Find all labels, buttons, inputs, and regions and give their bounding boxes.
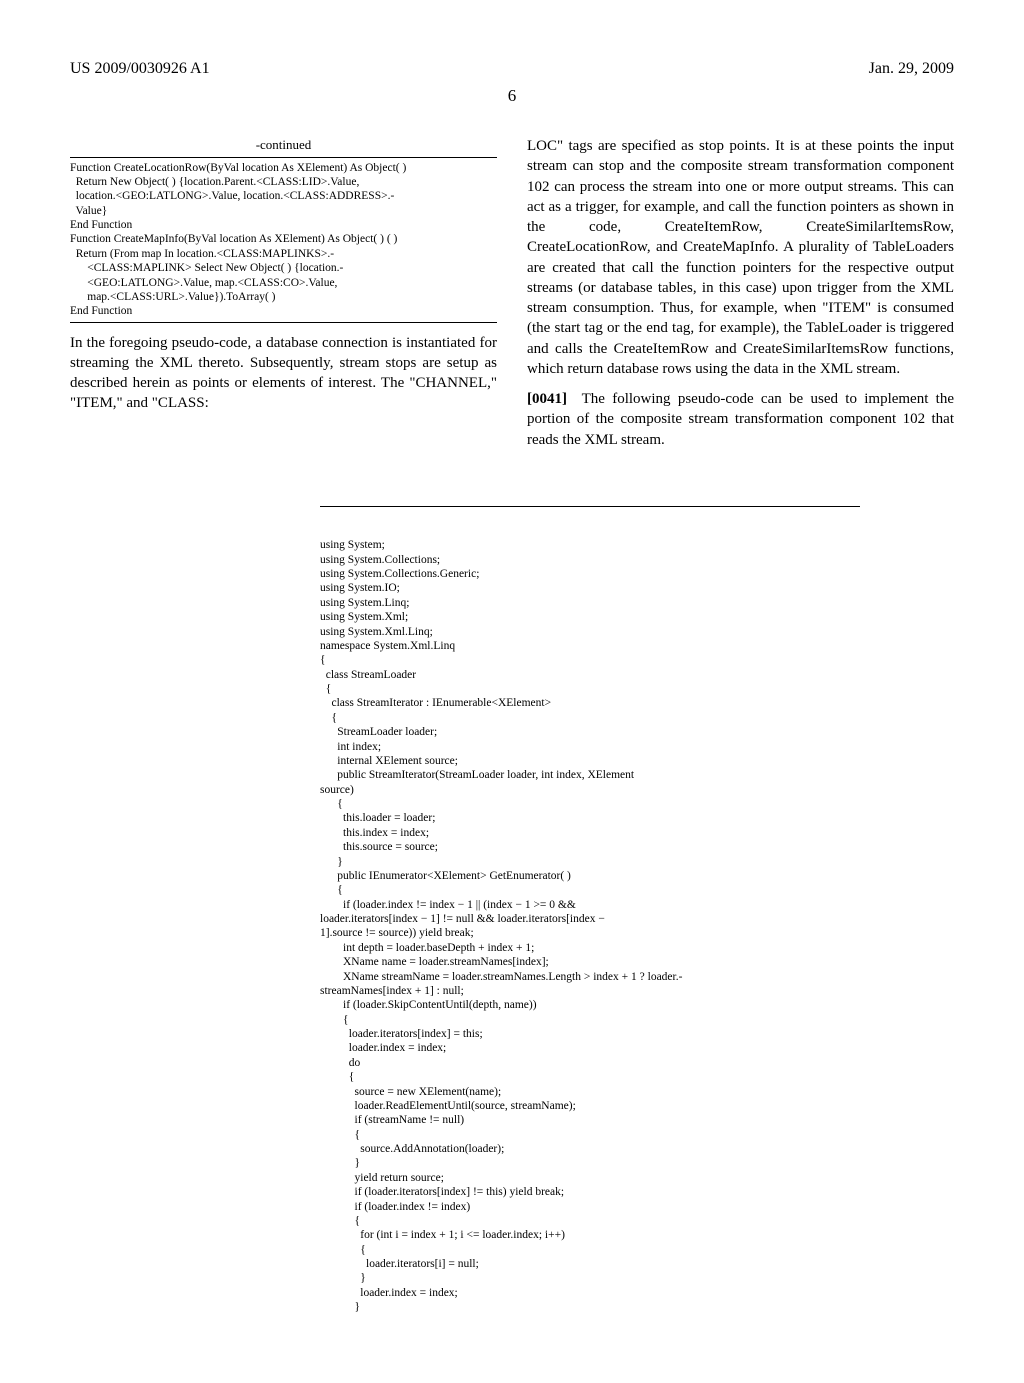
main-code-block-wrapper: using System; using System.Collections; … [320, 474, 954, 1344]
right-column: LOC" tags are specified as stop points. … [527, 136, 954, 450]
right-paragraph-2-text: The following pseudo-code can be used to… [527, 391, 954, 448]
csharp-code-block: using System; using System.Collections; … [320, 538, 954, 1314]
two-column-layout: -continued Function CreateLocationRow(By… [70, 136, 954, 450]
vb-code-block: Function CreateLocationRow(ByVal locatio… [70, 161, 497, 319]
publication-date: Jan. 29, 2009 [869, 60, 954, 78]
paragraph-number: [0041] [527, 391, 567, 407]
right-paragraph-1: LOC" tags are specified as stop points. … [527, 136, 954, 379]
continued-label: -continued [70, 136, 497, 154]
patent-page: US 2009/0030926 A1 Jan. 29, 2009 6 -cont… [0, 0, 1024, 1383]
main-code-rule-top [320, 506, 860, 507]
left-paragraph: In the foregoing pseudo-code, a database… [70, 333, 497, 414]
left-column: -continued Function CreateLocationRow(By… [70, 136, 497, 450]
code-rule-top [70, 157, 497, 158]
publication-number: US 2009/0030926 A1 [70, 60, 210, 78]
code-rule-bottom [70, 322, 497, 323]
right-paragraph-2: [0041] The following pseudo-code can be … [527, 389, 954, 450]
page-number: 6 [70, 86, 954, 106]
page-header: US 2009/0030926 A1 Jan. 29, 2009 [70, 60, 954, 78]
